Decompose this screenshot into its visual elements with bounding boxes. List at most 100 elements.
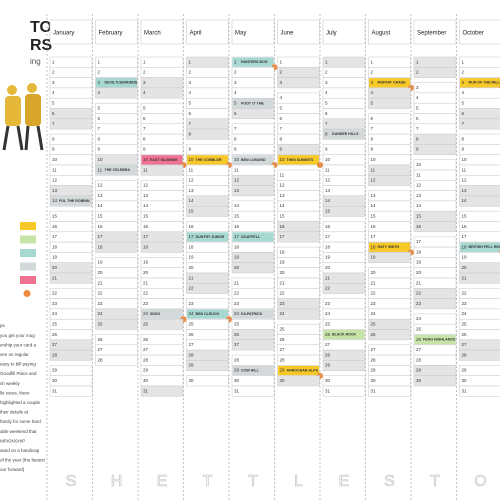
month-name: October: [463, 31, 484, 37]
day-cell: [368, 56, 411, 68]
day-number: 15: [371, 214, 377, 219]
footer-letter: T: [430, 473, 440, 490]
day-number: 7: [234, 126, 237, 131]
day-number: 8: [143, 136, 146, 141]
note-text: ven on regular: [0, 352, 29, 357]
day-number: 20: [325, 265, 331, 270]
day-number: 22: [189, 286, 195, 291]
day-number: 14: [143, 203, 149, 208]
day-number: 2: [416, 70, 419, 75]
day-number: 14: [325, 198, 331, 203]
day-number: 20: [280, 270, 286, 275]
day-cell: [322, 67, 366, 78]
event-label: DEVIL'S BURDENS: [105, 81, 138, 85]
day-number: 13: [52, 188, 58, 193]
day-number: 24: [143, 311, 149, 316]
day-number: 6: [416, 116, 419, 121]
day-number: 24: [189, 311, 195, 316]
event-cell: [369, 242, 410, 252]
day-number: 12: [143, 183, 149, 188]
day-number: 23: [52, 301, 58, 306]
day-number: 5: [280, 106, 283, 111]
day-number: 21: [143, 280, 149, 285]
month-header: [413, 19, 457, 45]
note-text: their details at: [0, 410, 29, 415]
event-label: BLACK ROCK: [332, 333, 357, 337]
day-number: 26: [416, 337, 422, 342]
day-number: 4: [416, 95, 419, 100]
event-cell: [323, 330, 365, 340]
subtitle: ing: [30, 57, 41, 66]
event-cell: [187, 232, 228, 242]
event-cell: [232, 98, 274, 108]
day-cell: [95, 354, 138, 366]
day-cell: [277, 77, 320, 89]
day-number: 9: [143, 147, 146, 152]
day-number: 1: [143, 59, 146, 64]
day-number: 12: [98, 183, 104, 188]
day-cell: [186, 67, 229, 78]
legend-dot: [23, 290, 31, 297]
day-number: 5: [371, 101, 374, 106]
day-cell: [277, 92, 320, 104]
month-header: [277, 19, 320, 45]
day-number: 28: [280, 357, 286, 362]
event-cell: [141, 309, 183, 319]
day-number: 11: [280, 172, 285, 177]
day-number: 15: [416, 214, 422, 219]
event-cell: [232, 155, 274, 165]
footer-letter: L: [294, 473, 303, 490]
event-label: DUNTRY JUMOR: [196, 235, 225, 239]
day-number: 1: [462, 59, 465, 64]
day-number: 1: [98, 59, 101, 64]
day-cell: [140, 164, 184, 176]
day-number: 4: [189, 90, 192, 95]
day-number: 12: [280, 183, 286, 188]
day-number: 7: [143, 126, 146, 131]
note-text: highlighted a couple: [0, 400, 41, 405]
day-number: 24: [371, 311, 377, 316]
day-number: 21: [325, 275, 331, 280]
day-number: 30: [416, 378, 422, 383]
day-number: 9: [98, 147, 101, 152]
day-number: 2: [98, 70, 101, 75]
day-number: 3: [371, 80, 374, 85]
month-header: [459, 19, 500, 45]
day-number: 8: [98, 136, 101, 141]
day-number: 29: [416, 368, 422, 373]
day-number: 12: [371, 178, 377, 183]
day-number: 23: [416, 301, 422, 306]
day-number: 3: [189, 80, 192, 85]
day-cell: [95, 133, 138, 145]
footer-letter: S: [384, 473, 395, 490]
day-number: 11: [234, 167, 239, 172]
day-cell: [186, 87, 229, 99]
month-name: June: [281, 31, 295, 37]
day-number: 17: [416, 239, 422, 244]
day-number: 18: [189, 244, 195, 249]
day-number: 26: [371, 332, 377, 337]
day-number: 13: [234, 188, 240, 193]
day-number: 29: [280, 368, 286, 373]
day-number: 9: [189, 147, 192, 152]
day-number: 12: [234, 178, 240, 183]
day-number: 22: [234, 291, 240, 296]
day-number: 7: [98, 126, 101, 131]
day-number: 21: [280, 280, 286, 285]
day-number: 24: [280, 311, 286, 316]
day-cell: [368, 252, 411, 263]
day-cell: [459, 272, 500, 284]
day-cell: [231, 133, 275, 145]
day-cell: [322, 385, 366, 397]
day-cell: [413, 298, 457, 310]
day-number: 29: [234, 368, 240, 373]
day-number: 5: [52, 101, 55, 106]
day-number: 6: [189, 111, 192, 116]
day-number: 25: [371, 322, 377, 327]
day-cell: [49, 118, 93, 130]
legend-swatch: [20, 222, 36, 230]
day-cell: [459, 97, 500, 109]
day-number: 27: [325, 342, 331, 347]
event-cell: [460, 78, 500, 88]
day-number: 6: [280, 116, 283, 121]
